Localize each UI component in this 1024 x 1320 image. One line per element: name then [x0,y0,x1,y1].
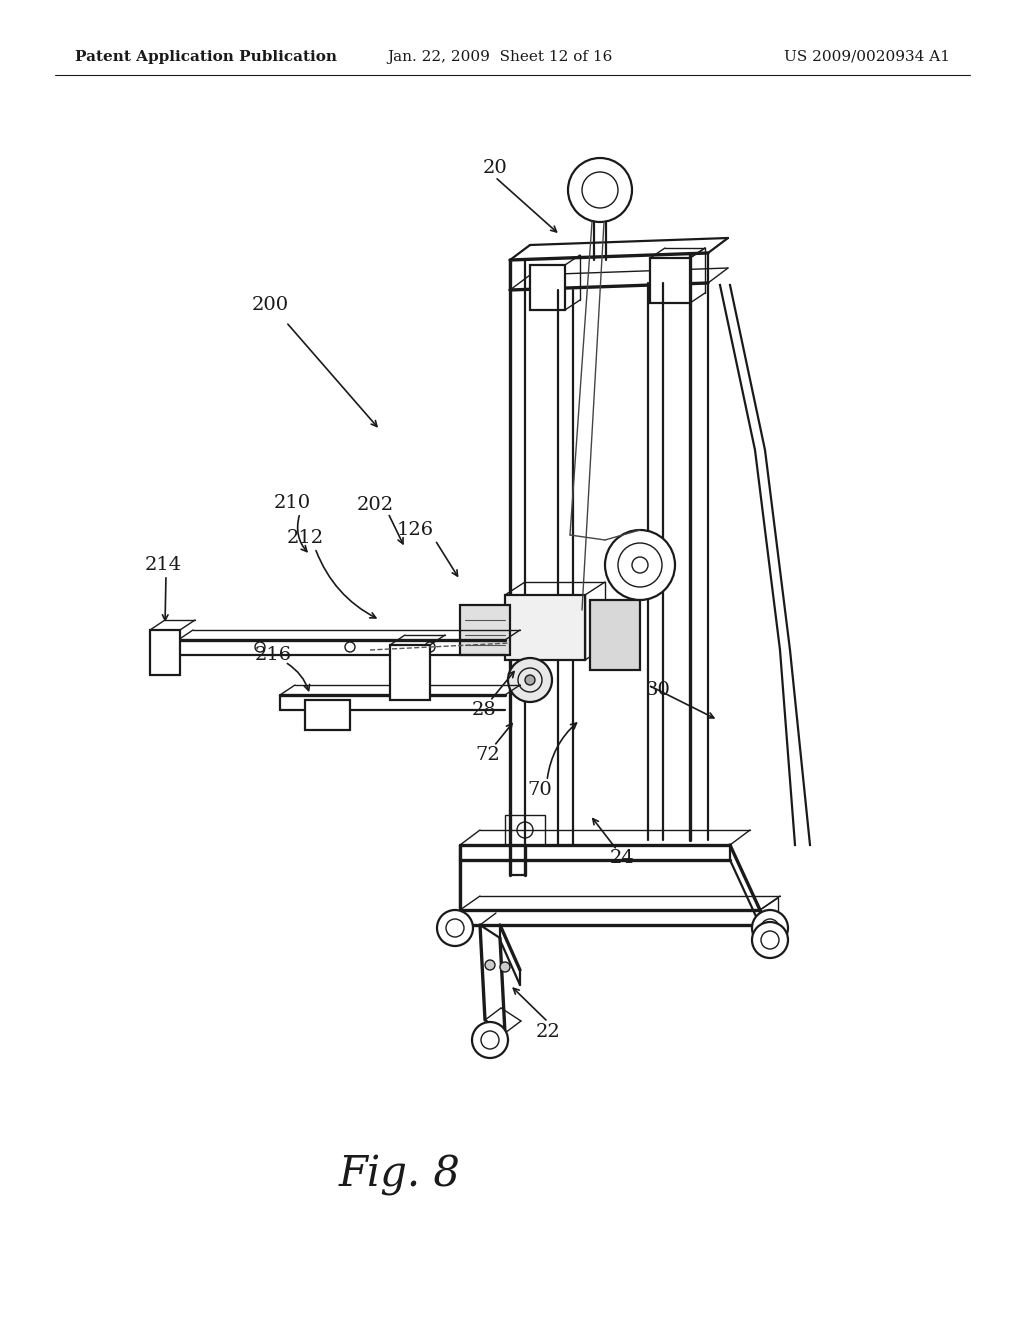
Circle shape [508,657,552,702]
Circle shape [568,158,632,222]
Circle shape [500,962,510,972]
Bar [460,605,510,655]
Circle shape [437,909,473,946]
Text: US 2009/0020934 A1: US 2009/0020934 A1 [784,50,950,63]
Circle shape [425,642,435,652]
Bar [305,700,350,730]
Text: 70: 70 [527,781,552,799]
Text: 24: 24 [609,849,635,867]
Circle shape [525,675,535,685]
Text: 72: 72 [475,746,501,764]
Text: 22: 22 [536,1023,560,1041]
Text: 200: 200 [252,296,289,314]
Circle shape [345,642,355,652]
Bar [390,645,430,700]
Text: 216: 216 [254,645,292,664]
Circle shape [485,960,495,970]
Text: 20: 20 [482,158,507,177]
Bar [505,595,585,660]
Text: Patent Application Publication: Patent Application Publication [75,50,337,63]
Text: 202: 202 [356,496,393,513]
Text: Jan. 22, 2009  Sheet 12 of 16: Jan. 22, 2009 Sheet 12 of 16 [387,50,612,63]
Circle shape [752,921,788,958]
Bar [530,265,565,310]
Text: 214: 214 [144,556,181,574]
Bar [150,630,180,675]
Circle shape [472,1022,508,1059]
Circle shape [752,909,788,946]
Circle shape [255,642,265,652]
Bar [505,814,545,845]
Text: 28: 28 [472,701,497,719]
Text: 126: 126 [396,521,433,539]
Text: 30: 30 [645,681,671,700]
Bar [590,601,640,671]
Circle shape [605,531,675,601]
Bar [650,257,690,304]
Text: 210: 210 [273,494,310,512]
Text: 212: 212 [287,529,324,546]
Text: Fig. 8: Fig. 8 [339,1154,461,1196]
